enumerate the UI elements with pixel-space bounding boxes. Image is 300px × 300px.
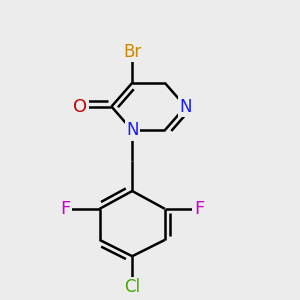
Text: Cl: Cl bbox=[124, 278, 140, 296]
Text: F: F bbox=[60, 200, 71, 218]
Text: Br: Br bbox=[123, 43, 141, 61]
Text: N: N bbox=[179, 98, 192, 116]
Text: O: O bbox=[73, 98, 87, 116]
Text: N: N bbox=[126, 121, 139, 139]
Text: F: F bbox=[194, 200, 204, 218]
